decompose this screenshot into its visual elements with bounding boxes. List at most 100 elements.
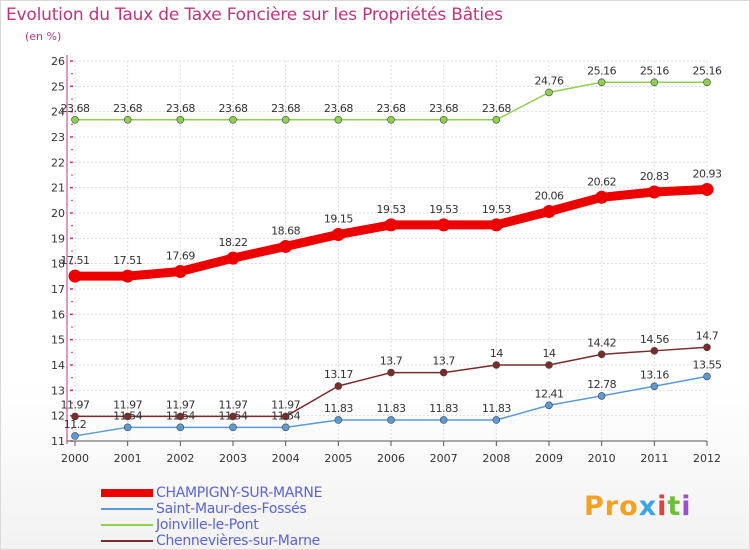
x-tick-label: 2005: [324, 452, 352, 465]
data-point: [492, 115, 501, 124]
data-label: 11.83: [377, 402, 406, 415]
chart-legend: CHAMPIGNY-SUR-MARNE Saint-Maur-des-Fossés…: [101, 485, 322, 549]
y-tick-label: 25: [51, 80, 65, 93]
y-tick-label: 14: [51, 359, 65, 372]
data-point: [650, 78, 659, 87]
data-label: 19.53: [482, 203, 511, 216]
data-point: [439, 115, 448, 124]
logo-letter: t: [667, 491, 682, 522]
data-point: [492, 361, 501, 369]
data-label: 23.68: [61, 102, 90, 115]
data-label: 23.68: [113, 102, 142, 115]
data-point: [68, 269, 82, 283]
data-label: 14: [490, 347, 503, 360]
x-tick-label: 2012: [693, 452, 721, 465]
data-point: [121, 269, 135, 283]
x-tick-label: 2008: [482, 452, 510, 465]
data-point: [229, 423, 237, 432]
data-point: [545, 361, 553, 369]
logo-letter: x: [638, 491, 658, 522]
chart-title: Evolution du Taux de Taxe Foncière sur l…: [6, 5, 503, 25]
data-label: 19.53: [377, 203, 406, 216]
data-point: [281, 115, 290, 124]
legend-label: CHAMPIGNY-SUR-MARNE: [156, 485, 323, 501]
legend-item: CHAMPIGNY-SUR-MARNE: [101, 485, 322, 501]
data-point: [384, 218, 398, 232]
data-point: [703, 343, 711, 352]
logo-letter: i: [657, 491, 668, 522]
x-tick-label: 2009: [535, 452, 563, 465]
y-tick-label: 17: [51, 283, 65, 296]
data-point: [703, 78, 711, 87]
data-point: [542, 204, 556, 218]
data-label: 14.7: [696, 329, 719, 342]
data-point: [176, 423, 185, 432]
data-point: [545, 88, 553, 97]
legend-swatch: [101, 489, 153, 497]
data-label: 23.68: [324, 102, 353, 115]
data-label: 25.16: [693, 64, 722, 77]
x-tick-label: 2010: [588, 452, 616, 465]
data-label: 14: [543, 347, 556, 360]
data-label: 11.97: [113, 398, 142, 411]
data-label: 11.97: [61, 398, 90, 411]
logo-letter: o: [619, 491, 639, 522]
data-point: [650, 382, 659, 391]
data-label: 13.55: [693, 358, 722, 371]
data-point: [334, 382, 343, 390]
data-label: 14.42: [587, 336, 616, 349]
data-label: 17.51: [113, 254, 142, 267]
data-label: 11.97: [271, 398, 300, 411]
data-point: [597, 78, 606, 87]
legend-label: Chennevières-sur-Marne: [156, 533, 320, 549]
data-point: [123, 115, 132, 124]
data-point: [334, 416, 343, 424]
data-label: 18.22: [219, 236, 248, 249]
data-label: 13.17: [324, 368, 353, 381]
data-label: 14.56: [640, 333, 669, 346]
data-label: 12.78: [587, 378, 616, 391]
data-label: 23.68: [271, 102, 300, 115]
legend-item: Saint-Maur-des-Fossés: [101, 501, 322, 517]
legend-label: Saint-Maur-des-Fossés: [156, 501, 307, 517]
data-label: 20.93: [693, 167, 722, 180]
data-label: 25.16: [587, 64, 616, 77]
data-label: 20.83: [640, 170, 669, 183]
data-label: 25.16: [640, 64, 669, 77]
data-label: 23.68: [219, 102, 248, 115]
data-point: [489, 218, 503, 232]
data-label: 11.83: [429, 402, 458, 415]
proxiti-logo: Proxiti: [584, 491, 692, 522]
y-tick-label: 15: [51, 334, 65, 347]
x-tick-label: 2000: [61, 452, 89, 465]
data-point: [173, 265, 187, 279]
data-point: [279, 239, 293, 253]
data-label: 20.62: [587, 175, 616, 188]
data-point: [331, 228, 345, 242]
data-point: [281, 423, 290, 432]
data-point: [700, 182, 714, 196]
y-tick-label: 24: [51, 106, 65, 119]
legend-swatch: [101, 524, 153, 526]
data-label: 24.76: [535, 74, 564, 87]
data-label: 11.97: [219, 398, 248, 411]
y-tick-label: 23: [51, 131, 65, 144]
data-label: 23.68: [166, 102, 195, 115]
legend-item: Joinville-le-Pont: [101, 517, 322, 533]
data-point: [439, 416, 448, 424]
data-point: [597, 350, 606, 359]
data-point: [71, 115, 79, 124]
data-label: 20.06: [535, 189, 564, 202]
x-tick-label: 2001: [114, 452, 142, 465]
legend-swatch: [101, 508, 153, 510]
data-point: [387, 416, 395, 424]
y-tick-label: 13: [51, 384, 65, 397]
y-tick-label: 11: [51, 435, 65, 448]
data-label: 13.16: [640, 368, 669, 381]
data-point: [492, 416, 501, 424]
data-point: [439, 368, 448, 377]
data-label: 11.97: [166, 398, 195, 411]
data-point: [334, 115, 343, 124]
data-point: [387, 368, 395, 377]
